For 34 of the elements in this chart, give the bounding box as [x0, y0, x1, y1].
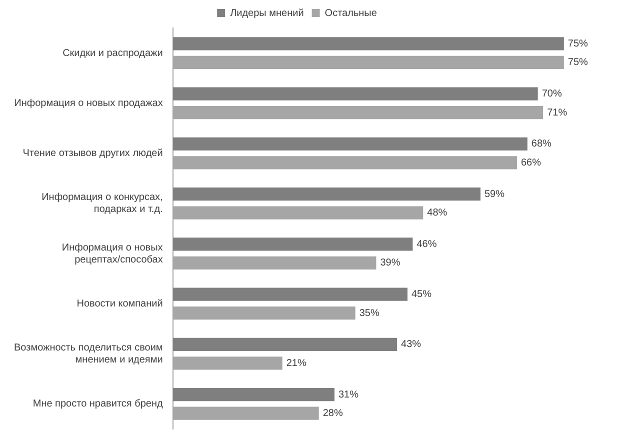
- data-label: 59%: [484, 188, 505, 200]
- y-tick-label: Мне просто нравится бренд: [32, 398, 163, 410]
- data-label: 45%: [411, 289, 432, 300]
- data-label: 71%: [547, 107, 568, 118]
- legend-label: Остальные: [324, 8, 378, 19]
- legend-label: Лидеры мнений: [230, 8, 304, 19]
- data-label: 75%: [568, 57, 588, 68]
- data-label: 39%: [380, 258, 400, 269]
- bar: [172, 338, 398, 351]
- bar: [172, 87, 538, 100]
- data-label: 75%: [568, 38, 588, 50]
- y-tick-label: Скидки и распродажи: [62, 48, 163, 59]
- data-label: 48%: [427, 208, 448, 219]
- bar: [172, 388, 334, 402]
- data-label: 46%: [416, 238, 437, 250]
- bar: [172, 288, 408, 301]
- y-tick-label: Информация о конкурсах, подарках и т.д.: [42, 192, 163, 216]
- bar: [172, 137, 528, 150]
- data-label: 43%: [401, 339, 422, 350]
- bar: [172, 238, 413, 251]
- y-tick-label: Информация о новых рецептах/способах: [62, 242, 163, 266]
- y-tick-label: Чтение отзывов других людей: [22, 148, 163, 160]
- data-label: 21%: [286, 358, 306, 369]
- bar: [172, 37, 564, 50]
- data-label: 28%: [322, 408, 343, 420]
- data-label: 70%: [542, 88, 562, 100]
- data-label: 35%: [359, 308, 380, 319]
- data-label: 31%: [338, 389, 359, 400]
- y-tick-label: Информация о новых продажах: [14, 98, 163, 109]
- y-tick-label: Новости компаний: [76, 298, 163, 310]
- bar: [172, 187, 480, 201]
- data-label: 68%: [531, 138, 552, 150]
- y-tick-label: Возможность поделиться своим мнением и идеями: [14, 342, 163, 366]
- data-label: 66%: [520, 157, 542, 168]
